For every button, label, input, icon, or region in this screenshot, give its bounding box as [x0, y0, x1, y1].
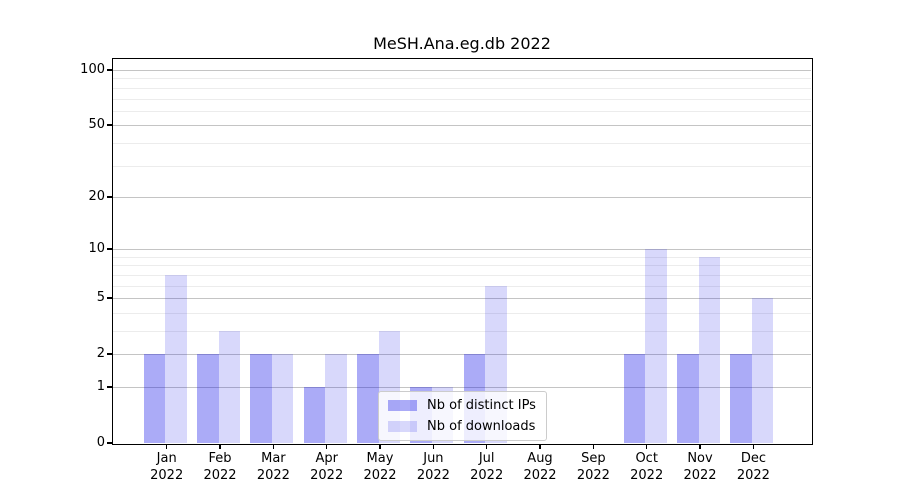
gridline-major-20	[113, 196, 811, 198]
x-tick-mark-sep	[592, 444, 595, 449]
y-tick-mark-1	[106, 386, 113, 388]
chart-title: MeSH.Ana.eg.db 2022	[373, 34, 551, 53]
gridline-minor-80	[113, 87, 811, 89]
bar-downloads-dec	[751, 298, 774, 443]
x-tick-mark-nov	[699, 444, 701, 449]
legend-label-distinct-ips: Nb of distinct IPs	[427, 398, 536, 413]
gridline-minor-30	[113, 165, 811, 167]
bar-downloads-nov	[698, 256, 720, 443]
x-tick-mark-dec	[752, 444, 755, 449]
gridline-minor-3	[113, 331, 811, 332]
y-tick-label-50: 50	[88, 117, 105, 133]
x-tick-mark-feb	[219, 444, 221, 449]
bar-distinct-ips-mar	[250, 354, 272, 443]
gridline-major-1	[113, 387, 811, 388]
y-tick-mark-20	[106, 196, 113, 198]
y-tick-label-20: 20	[88, 188, 105, 204]
bar-downloads-jan	[165, 274, 187, 443]
y-tick-label-100: 100	[80, 62, 105, 77]
legend-swatch-distinct-ips	[388, 400, 417, 411]
x-tick-label-nov: Nov 2022	[683, 451, 717, 483]
y-tick-label-0: 0	[96, 435, 105, 450]
y-tick-mark-100	[106, 69, 113, 71]
gridline-minor-8	[113, 265, 811, 267]
gridline-minor-7	[113, 274, 811, 276]
y-tick-label-10: 10	[88, 241, 105, 257]
legend-swatch-downloads	[388, 421, 417, 432]
x-tick-label-apr: Apr 2022	[310, 451, 344, 483]
legend-label-downloads: Nb of downloads	[427, 419, 536, 434]
x-tick-mark-may	[379, 444, 381, 449]
x-tick-label-jan: Jan 2022	[150, 451, 184, 483]
x-tick-mark-jun	[432, 444, 435, 449]
gridlines-layer	[113, 59, 811, 443]
x-tick-label-aug: Aug 2022	[523, 451, 557, 483]
x-tick-label-jun: Jun 2022	[416, 451, 450, 483]
bar-downloads-oct	[645, 249, 667, 443]
gridline-major-50	[113, 125, 811, 127]
gridline-minor-90	[113, 78, 811, 80]
x-tick-mark-aug	[539, 444, 541, 449]
gridline-major-5	[113, 298, 811, 300]
y-tick-mark-50	[106, 124, 113, 126]
plot-area: Nb of distinct IPs Nb of downloads	[113, 59, 811, 443]
gridline-major-10	[113, 249, 811, 251]
x-tick-label-may: May 2022	[363, 451, 397, 483]
gridline-minor-70	[113, 98, 811, 100]
y-tick-mark-2	[106, 353, 113, 355]
gridline-minor-6	[113, 285, 811, 287]
y-tick-label-1: 1	[96, 379, 105, 394]
bar-downloads-mar	[271, 354, 294, 443]
x-tick-mark-jan	[165, 444, 168, 449]
y-tick-mark-5	[106, 297, 113, 299]
bar-distinct-ips-jan	[143, 354, 166, 443]
bar-distinct-ips-apr	[303, 387, 326, 443]
x-tick-label-feb: Feb 2022	[203, 451, 237, 483]
gridline-minor-4	[113, 312, 811, 314]
bar-distinct-ips-may	[357, 354, 379, 443]
gridline-minor-9	[113, 256, 811, 258]
x-tick-mark-apr	[325, 444, 328, 449]
bar-distinct-ips-oct	[623, 354, 646, 443]
x-tick-mark-mar	[272, 444, 275, 449]
legend-item-downloads: Nb of downloads	[388, 419, 536, 434]
gridline-major-2	[113, 354, 811, 356]
gridline-major-100	[113, 70, 811, 71]
bar-distinct-ips-nov	[677, 354, 699, 443]
x-tick-label-mar: Mar 2022	[256, 451, 290, 483]
x-tick-label-sep: Sep 2022	[576, 451, 610, 483]
bar-downloads-apr	[325, 354, 347, 443]
bar-distinct-ips-feb	[197, 354, 219, 443]
gridline-minor-40	[113, 142, 811, 144]
gridline-minor-60	[113, 110, 811, 112]
bar-distinct-ips-dec	[730, 354, 752, 443]
x-tick-label-jul: Jul 2022	[470, 451, 504, 483]
y-tick-mark-0	[106, 442, 113, 444]
y-tick-label-2: 2	[96, 346, 105, 362]
x-tick-mark-oct	[645, 444, 648, 449]
x-tick-mark-jul	[485, 444, 488, 449]
y-tick-label-5: 5	[96, 290, 105, 306]
bar-downloads-feb	[218, 331, 240, 443]
bars-layer	[113, 59, 811, 443]
legend: Nb of distinct IPs Nb of downloads	[378, 391, 547, 441]
legend-item-distinct-ips: Nb of distinct IPs	[388, 398, 536, 413]
y-tick-mark-10	[106, 248, 113, 250]
x-tick-label-oct: Oct 2022	[630, 451, 664, 483]
x-tick-label-dec: Dec 2022	[736, 451, 770, 483]
